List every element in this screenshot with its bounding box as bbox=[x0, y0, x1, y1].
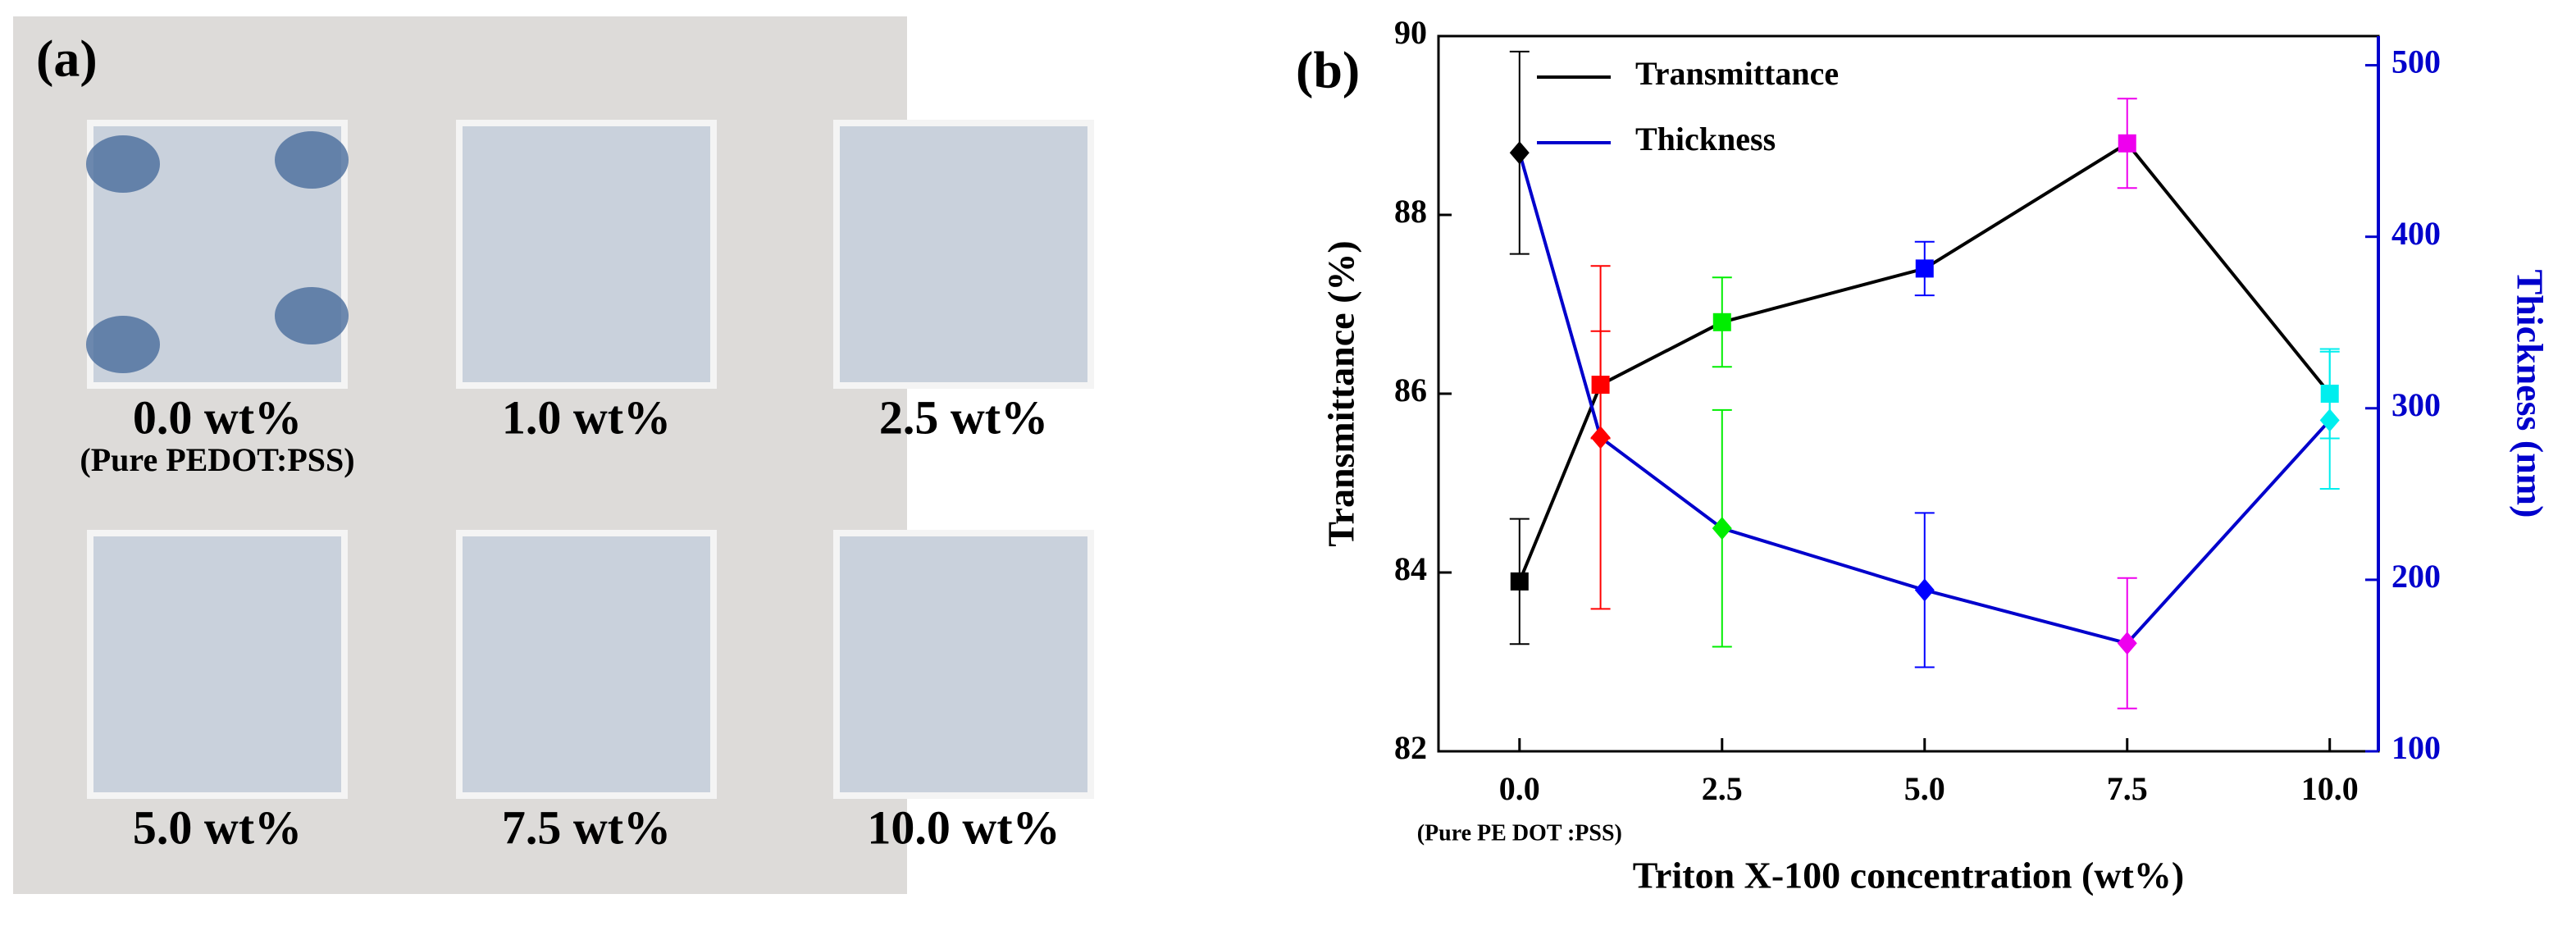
legend-label: Thickness bbox=[1635, 121, 1776, 157]
film-sample bbox=[833, 530, 1094, 799]
film-sample bbox=[833, 120, 1094, 389]
marker bbox=[1712, 312, 1731, 331]
y2-tick-label: 400 bbox=[2391, 215, 2441, 252]
film-sample bbox=[456, 530, 717, 799]
x-tick-label: 7.5 bbox=[2107, 770, 2148, 807]
y2-tick-label: 500 bbox=[2391, 43, 2441, 80]
y-tick-label: 88 bbox=[1394, 193, 1427, 230]
stain bbox=[86, 135, 160, 193]
sample-label: 5.0 wt% bbox=[133, 801, 302, 854]
stain bbox=[275, 287, 349, 344]
marker bbox=[2118, 134, 2136, 153]
film-sample bbox=[456, 120, 717, 389]
x-axis-label: Triton X-100 concentration (wt%) bbox=[1633, 855, 2184, 896]
y2-axis-label: Thickness (nm) bbox=[2509, 270, 2551, 518]
sample-note: (Pure PEDOT:PSS) bbox=[80, 441, 354, 478]
marker bbox=[1510, 572, 1529, 591]
y2-tick-label: 200 bbox=[2391, 558, 2441, 595]
sample-label: 7.5 wt% bbox=[502, 801, 671, 854]
stain bbox=[86, 316, 160, 373]
x-tick-label: 0.0 bbox=[1499, 770, 1540, 807]
marker bbox=[2319, 408, 2340, 432]
panel-label: (b) bbox=[1296, 41, 1360, 99]
y-axis-label: Transmittance (%) bbox=[1320, 240, 1362, 546]
sample-label: 1.0 wt% bbox=[502, 390, 671, 444]
sample-label: 2.5 wt% bbox=[879, 390, 1048, 444]
marker bbox=[1915, 259, 1934, 278]
x-tick-label: 2.5 bbox=[1702, 770, 1743, 807]
film-sample bbox=[87, 530, 348, 799]
y-tick-label: 86 bbox=[1394, 372, 1427, 408]
x-tick-label: 10.0 bbox=[2301, 770, 2359, 807]
panel-label: (a) bbox=[36, 30, 98, 88]
sample-label: 0.0 wt% bbox=[133, 390, 302, 444]
y2-tick-label: 300 bbox=[2391, 386, 2441, 423]
marker bbox=[1712, 517, 1732, 541]
series-line bbox=[1517, 152, 2332, 645]
y-tick-label: 82 bbox=[1394, 729, 1427, 766]
marker bbox=[2117, 632, 2137, 655]
sample-label: 10.0 wt% bbox=[867, 801, 1060, 854]
stain bbox=[275, 131, 349, 189]
y-tick-label: 90 bbox=[1394, 14, 1427, 51]
marker bbox=[1590, 426, 1611, 449]
legend-label: Transmittance bbox=[1635, 55, 1839, 92]
x-tick-label: 5.0 bbox=[1904, 770, 1945, 807]
annotation: (Pure PE DOT :PSS) bbox=[1417, 820, 1622, 846]
marker bbox=[1914, 578, 1935, 602]
series-line bbox=[1517, 141, 2332, 582]
y2-tick-label: 100 bbox=[2391, 729, 2441, 766]
marker bbox=[1509, 141, 1530, 165]
y-tick-label: 84 bbox=[1394, 550, 1427, 587]
